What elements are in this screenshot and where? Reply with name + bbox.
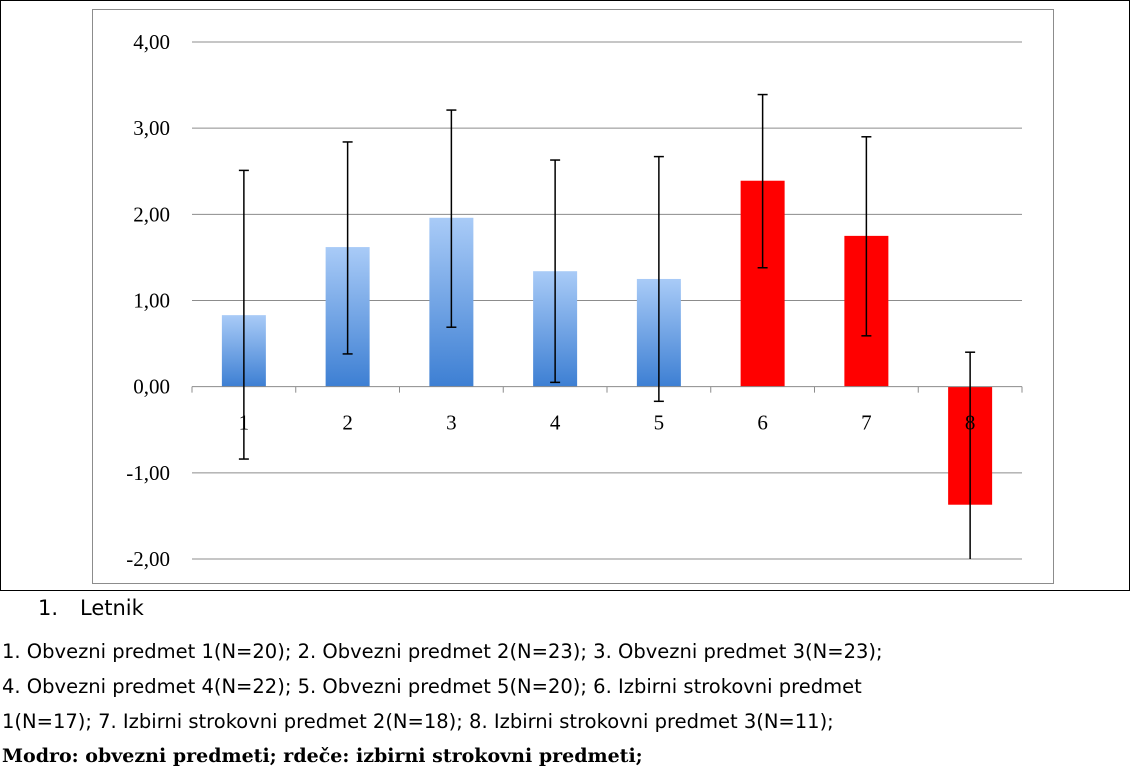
caption-heading-text: Letnik: [80, 596, 144, 620]
x-tick-label: 7: [861, 411, 872, 435]
caption-line-3: 1(N=17); 7. Izbirni strokovni predmet 2(…: [2, 710, 834, 733]
caption-heading: 1. Letnik: [38, 596, 144, 620]
caption-line-1: 1. Obvezni predmet 1(N=20); 2. Obvezni p…: [2, 640, 883, 663]
chart-frame: [92, 9, 1054, 584]
x-tick-label: 4: [550, 411, 561, 435]
y-tick-labels: 4,00 3,00 2,00 1,00 0,00 -1,00 -2,00: [126, 30, 170, 571]
bars: [221, 180, 993, 505]
y-tick-label: -2,00: [126, 547, 170, 571]
y-tick-label: 2,00: [133, 202, 170, 226]
caption-line-4: Modro: obvezni predmeti; rdeče: izbirni …: [2, 745, 643, 767]
x-axis: [191, 386, 1023, 393]
caption-heading-number: 1.: [38, 596, 59, 620]
gridlines: [192, 41, 1022, 560]
x-tick-label: 8: [965, 411, 976, 435]
y-tick-label: 1,00: [133, 289, 170, 313]
bar-chart: 4,00 3,00 2,00 1,00 0,00 -1,00 -2,00 1 2 3 4 5 6 7 8: [126, 30, 1023, 571]
error-bars: [238, 93, 976, 559]
y-tick-label: 4,00: [133, 30, 170, 54]
x-tick-label: 2: [342, 411, 353, 435]
x-tick-labels: 1 2 3 4 5 6 7 8: [239, 411, 976, 435]
x-tick-label: 3: [446, 411, 457, 435]
y-tick-label: 3,00: [133, 116, 170, 140]
x-tick-label: 1: [239, 411, 250, 435]
table-cell-border: [0, 0, 1130, 591]
x-tick-label: 6: [757, 411, 768, 435]
y-tick-label: 0,00: [133, 375, 170, 399]
y-tick-label: -1,00: [126, 461, 170, 485]
caption-line-2: 4. Obvezni predmet 4(N=22); 5. Obvezni p…: [2, 675, 862, 698]
x-tick-label: 5: [654, 411, 665, 435]
